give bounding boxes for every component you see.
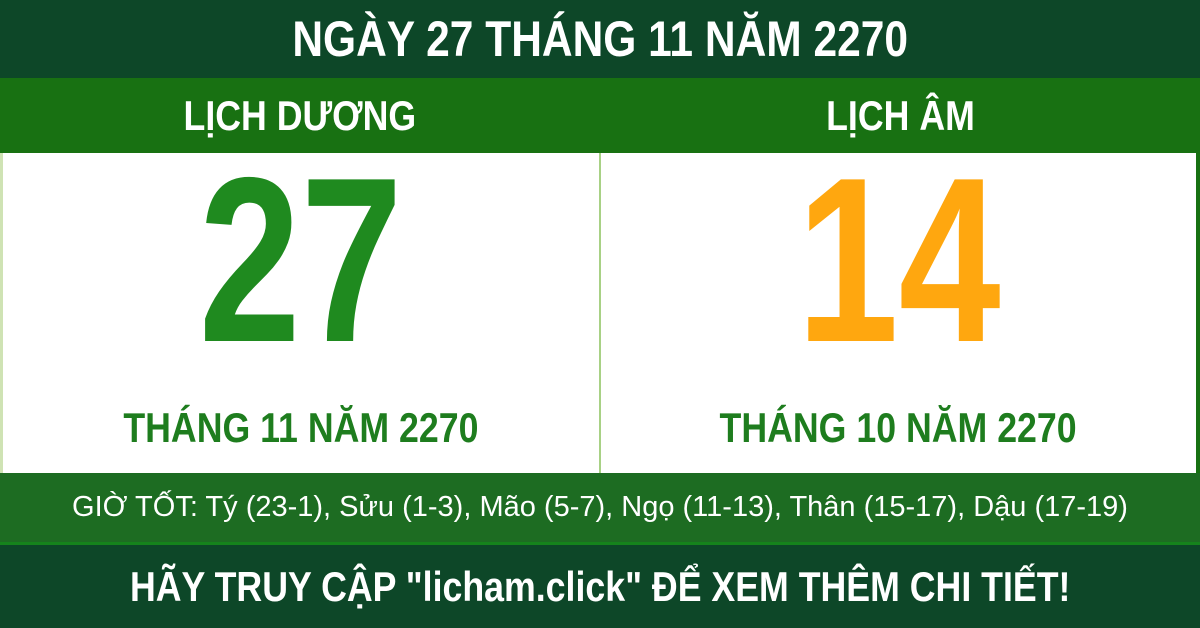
title-bar: NGÀY 27 THÁNG 11 NĂM 2270	[0, 0, 1200, 78]
date-title: NGÀY 27 THÁNG 11 NĂM 2270	[292, 11, 908, 67]
solar-day-wrap: 27	[170, 139, 431, 379]
footer-bar: HÃY TRUY CẬP "licham.click" ĐỂ XEM THÊM …	[0, 545, 1200, 628]
solar-month-year: THÁNG 11 NĂM 2270	[123, 404, 479, 451]
lunar-panel: 14 THÁNG 10 NĂM 2270	[601, 142, 1197, 473]
lunar-day-number: 14	[796, 127, 1001, 391]
lunar-header-cell: LỊCH ÂM	[600, 78, 1200, 153]
panel-divider	[598, 153, 601, 473]
calendar-panels: 27 THÁNG 11 NĂM 2270 14 THÁNG 10 NĂM 227…	[0, 142, 1200, 473]
solar-day-number: 27	[198, 127, 403, 391]
good-hours-bar: GIỜ TỐT: Tý (23-1), Sửu (1-3), Mão (5-7)…	[0, 473, 1200, 545]
lunar-month-year: THÁNG 10 NĂM 2270	[719, 404, 1077, 451]
lunar-header-label: LỊCH ÂM	[825, 91, 975, 139]
solar-header-label: LỊCH DƯƠNG	[183, 91, 417, 139]
solar-header-cell: LỊCH DƯƠNG	[0, 78, 600, 153]
solar-panel: 27 THÁNG 11 NĂM 2270	[3, 142, 599, 473]
good-hours-text: GIỜ TỐT: Tý (23-1), Sửu (1-3), Mão (5-7)…	[72, 491, 1128, 523]
calendar-header-row: LỊCH DƯƠNG LỊCH ÂM	[0, 78, 1200, 153]
footer-text: HÃY TRUY CẬP "licham.click" ĐỂ XEM THÊM …	[129, 562, 1071, 610]
lunar-day-wrap: 14	[768, 139, 1029, 379]
